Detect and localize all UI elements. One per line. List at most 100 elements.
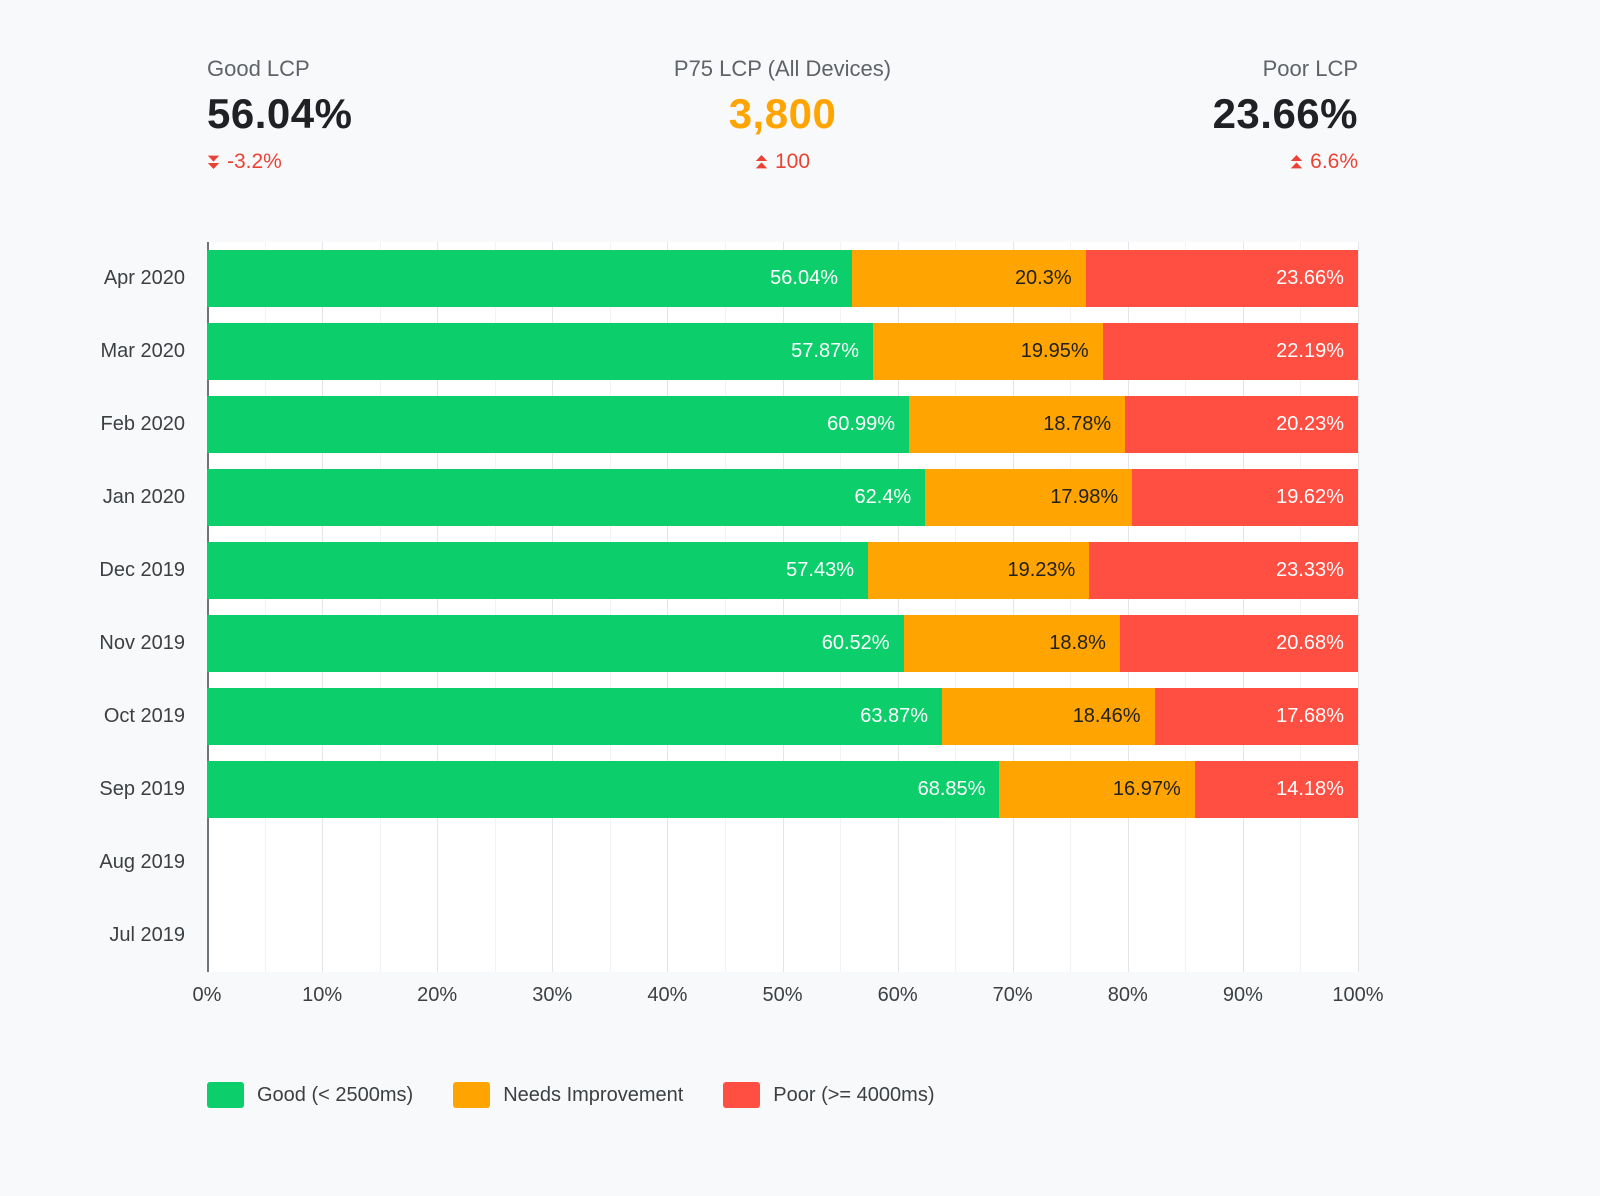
category-label: Jan 2020 <box>102 486 185 508</box>
bar-segment-value: 18.78% <box>1043 413 1112 435</box>
stacked-bar: 68.85% 16.97% 14.18% <box>207 761 1358 818</box>
bar-segment-needs-improvement[interactable]: 18.78% <box>908 396 1126 453</box>
legend-label: Needs Improvement <box>503 1083 684 1106</box>
x-axis-tick-label: 0% <box>192 984 222 1006</box>
stacked-bar: 57.43% 19.23% 23.33% <box>207 542 1358 599</box>
bar-row: 62.4% 17.98% 19.62% <box>207 461 1358 534</box>
legend-item-needs-improvement[interactable]: Needs Improvement <box>453 1082 683 1108</box>
bar-segment-needs-improvement[interactable]: 18.8% <box>903 615 1120 672</box>
bar-row: 57.87% 19.95% 22.19% <box>207 315 1358 388</box>
x-axis: 0% 10% 20% 30% 40% 50% 60% 70% 80% 90% 100% <box>193 984 1384 1012</box>
gridline <box>1242 242 1244 972</box>
legend-label: Poor (>= 4000ms) <box>773 1083 935 1106</box>
legend-swatch-good <box>207 1082 244 1108</box>
delta-up-arrow-icon <box>755 155 768 169</box>
y-axis-line <box>207 242 209 972</box>
stacked-bar: 60.52% 18.8% 20.68% <box>207 615 1358 672</box>
kpi-value: 3,800 <box>728 90 837 137</box>
stacked-bar: 60.99% 18.78% 20.23% <box>207 396 1358 453</box>
bar-segment-needs-improvement[interactable]: 19.23% <box>868 542 1090 599</box>
category-label: Nov 2019 <box>99 632 185 654</box>
gridline <box>1185 242 1187 972</box>
kpi-row: Good LCP 56.04% -3.2% P75 LCP (All Devic… <box>207 0 1358 175</box>
bar-segment-value: 56.04% <box>770 267 839 289</box>
bar-segment-poor[interactable]: 20.68% <box>1119 615 1358 672</box>
bar-segment-good[interactable]: 63.87% <box>207 688 943 745</box>
gridline <box>840 242 842 972</box>
gridline <box>1127 242 1129 972</box>
kpi-poor-lcp: Poor LCP 23.66% 6.6% <box>974 55 1358 175</box>
bar-segment-value: 60.99% <box>827 413 895 435</box>
bar-segment-needs-improvement[interactable]: 16.97% <box>999 761 1195 818</box>
stacked-bar <box>207 834 1358 891</box>
delta-up-arrow-icon <box>1290 155 1303 169</box>
bar-segment-value: 23.33% <box>1276 559 1344 581</box>
bar-segment-value: 16.97% <box>1112 778 1181 800</box>
bar-segment-value: 19.62% <box>1276 486 1344 508</box>
gridline <box>1070 242 1072 972</box>
bar-segment-good[interactable]: 62.4% <box>207 469 926 526</box>
bar-segment-poor[interactable]: 23.66% <box>1085 250 1358 307</box>
x-axis-tick-label: 80% <box>1107 984 1148 1006</box>
x-axis-tick-label: 10% <box>302 984 343 1006</box>
bar-row <box>207 826 1358 899</box>
x-axis-tick-label: 90% <box>1222 984 1263 1006</box>
bar-segment-good[interactable]: 56.04% <box>207 250 853 307</box>
category-label: Feb 2020 <box>100 413 185 435</box>
bar-segment-value: 19.95% <box>1020 340 1089 362</box>
bar-segment-needs-improvement[interactable]: 19.95% <box>873 323 1103 380</box>
bar-segment-value: 20.68% <box>1276 632 1344 654</box>
gridline <box>437 242 439 972</box>
gridline <box>955 242 957 972</box>
x-axis-tick-label: 60% <box>877 984 918 1006</box>
bar-segment-good[interactable]: 57.43% <box>207 542 869 599</box>
bar-segment-value: 14.18% <box>1276 778 1344 800</box>
x-axis-tick-label: 20% <box>417 984 458 1006</box>
bar-segment-poor[interactable]: 14.18% <box>1194 761 1358 818</box>
bar-segment-good[interactable]: 68.85% <box>207 761 1000 818</box>
bar-segment-poor[interactable]: 19.62% <box>1132 469 1358 526</box>
bar-segment-needs-improvement[interactable]: 17.98% <box>925 469 1133 526</box>
bar-segment-poor[interactable]: 17.68% <box>1154 688 1358 745</box>
legend-swatch-needs-improvement <box>453 1082 491 1108</box>
kpi-delta-value: 100 <box>774 150 811 173</box>
kpi-value: 23.66% <box>1212 90 1359 137</box>
plot-area: 56.04% 20.3% 23.66% 57.87% 19.95% 22.19% 60.99… <box>207 242 1359 972</box>
delta-down-arrow-icon <box>207 155 220 169</box>
bar-segment-value: 23.66% <box>1276 267 1344 289</box>
bar-segment-value: 17.68% <box>1276 705 1344 727</box>
bar-segment-value: 17.98% <box>1050 486 1119 508</box>
bar-row: 63.87% 18.46% 17.68% <box>207 680 1358 753</box>
kpi-delta: -3.2% <box>207 149 591 175</box>
gridline <box>264 242 266 972</box>
category-label: Mar 2020 <box>100 340 186 362</box>
stacked-bar: 62.4% 17.98% 19.62% <box>207 469 1358 526</box>
chart-legend: Good (< 2500ms) Needs Improvement Poor (>=… <box>207 1082 1600 1108</box>
legend-item-good[interactable]: Good (< 2500ms) <box>207 1082 413 1108</box>
gridline <box>782 242 784 972</box>
x-axis-tick-label: 100% <box>1332 984 1384 1006</box>
bar-segment-value: 18.46% <box>1072 705 1141 727</box>
legend-item-poor[interactable]: Poor (>= 4000ms) <box>723 1082 934 1108</box>
bar-segment-poor[interactable]: 23.33% <box>1089 542 1358 599</box>
bar-segment-value: 20.23% <box>1276 413 1344 435</box>
bar-segment-needs-improvement[interactable]: 18.46% <box>942 688 1155 745</box>
bar-segment-good[interactable]: 60.99% <box>207 396 909 453</box>
bar-segment-good[interactable]: 57.87% <box>207 323 874 380</box>
bar-segment-poor[interactable]: 22.19% <box>1102 323 1358 380</box>
bar-segment-poor[interactable]: 20.23% <box>1125 396 1358 453</box>
bar-segment-value: 63.87% <box>860 705 929 727</box>
bar-rows: 56.04% 20.3% 23.66% 57.87% 19.95% 22.19% 60.99… <box>207 242 1358 972</box>
kpi-delta-value: 6.6% <box>1310 150 1359 173</box>
bar-segment-good[interactable]: 60.52% <box>207 615 904 672</box>
bar-segment-needs-improvement[interactable]: 20.3% <box>852 250 1086 307</box>
kpi-title: Poor LCP <box>1262 56 1359 81</box>
bar-row: 68.85% 16.97% 14.18% <box>207 753 1358 826</box>
kpi-delta-value: -3.2% <box>227 150 282 173</box>
kpi-value: 56.04% <box>207 90 353 137</box>
kpi-p75-lcp: P75 LCP (All Devices) 3,800 100 <box>591 55 975 175</box>
gridlines <box>207 242 1359 972</box>
legend-swatch-poor <box>723 1082 761 1108</box>
gridline <box>379 242 381 972</box>
category-label: Dec 2019 <box>99 559 185 581</box>
